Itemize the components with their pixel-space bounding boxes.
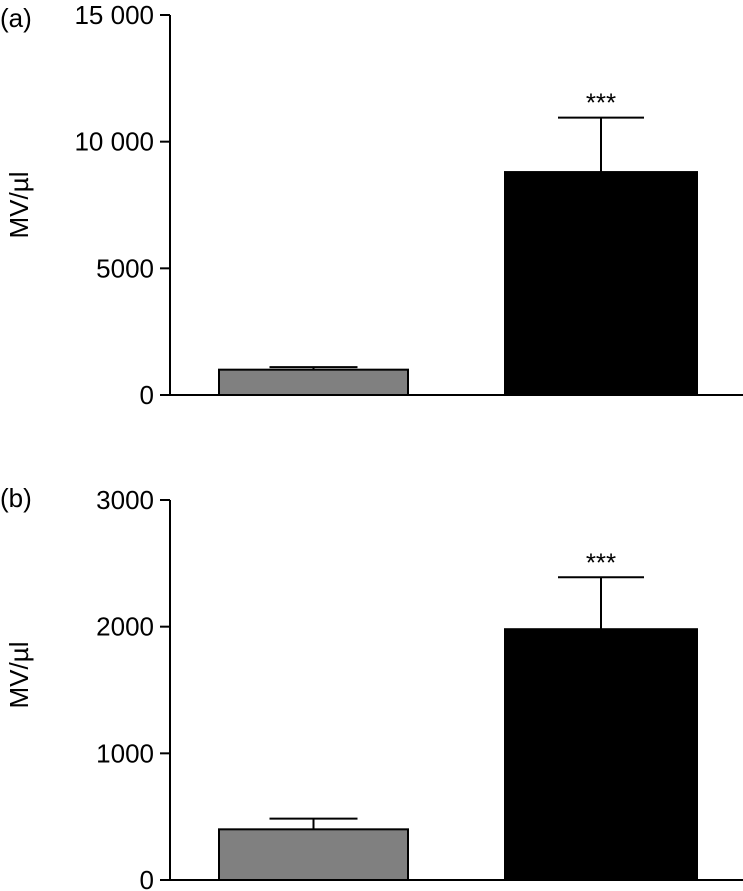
y-axis-label: MV/µl (4, 642, 34, 709)
bar-chart-a: 0 5000 10 000 15 000 MV/µl *** (4, 0, 743, 410)
bar (504, 171, 698, 396)
y-tick-label: 1000 (96, 738, 154, 768)
y-tick-label: 10 000 (74, 127, 154, 157)
y-tick-label: 3000 (96, 485, 154, 515)
chart-panel-b: (b) 0 1000 2000 3000 MV/µl *** (0, 480, 743, 891)
y-axis-label: MV/µl (4, 172, 34, 239)
bar (504, 628, 698, 881)
panel-label: (a) (0, 3, 32, 33)
bar (218, 828, 409, 882)
panel-label: (b) (0, 483, 32, 513)
y-tick-label: 0 (140, 865, 154, 891)
significance-label: *** (586, 547, 616, 577)
y-tick-label: 15 000 (74, 0, 154, 30)
bar (218, 368, 409, 396)
y-tick-label: 0 (140, 380, 154, 410)
bar-chart-b: 0 1000 2000 3000 MV/µl *** (4, 485, 743, 891)
y-tick-label: 2000 (96, 612, 154, 642)
significance-label: *** (586, 88, 616, 118)
chart-panel-a: (a) 0 5000 10 000 15 000 MV/µl *** (0, 0, 743, 420)
y-tick-label: 5000 (96, 253, 154, 283)
